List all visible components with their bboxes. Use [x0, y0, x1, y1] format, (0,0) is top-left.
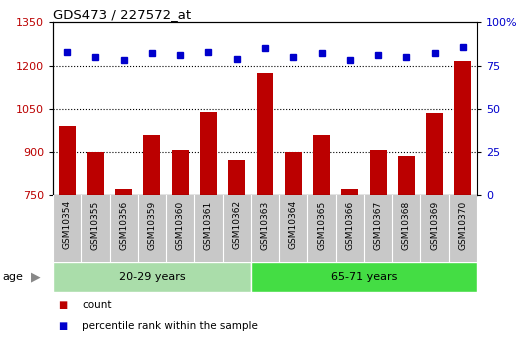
- Text: GSM10354: GSM10354: [63, 200, 72, 249]
- Text: GSM10356: GSM10356: [119, 200, 128, 249]
- Text: GSM10370: GSM10370: [458, 200, 467, 249]
- Text: GSM10366: GSM10366: [346, 200, 354, 249]
- Bar: [369, 150, 386, 195]
- Text: GSM10369: GSM10369: [430, 200, 439, 249]
- Bar: [454, 61, 471, 195]
- Text: ▶: ▶: [31, 270, 40, 283]
- Text: GSM10368: GSM10368: [402, 200, 411, 249]
- Text: GSM10363: GSM10363: [261, 200, 269, 249]
- Bar: [59, 126, 76, 195]
- Bar: [200, 111, 217, 195]
- Bar: [285, 152, 302, 195]
- Bar: [426, 113, 443, 195]
- Text: percentile rank within the sample: percentile rank within the sample: [82, 321, 258, 331]
- Bar: [313, 135, 330, 195]
- Text: 20-29 years: 20-29 years: [119, 272, 186, 282]
- Bar: [115, 189, 132, 195]
- Bar: [398, 156, 415, 195]
- Text: GSM10359: GSM10359: [147, 200, 156, 249]
- Text: GSM10367: GSM10367: [374, 200, 383, 249]
- Text: GSM10360: GSM10360: [176, 200, 184, 249]
- Bar: [251, 262, 477, 292]
- Text: GDS473 / 227572_at: GDS473 / 227572_at: [53, 8, 191, 21]
- Bar: [257, 73, 273, 195]
- Bar: [144, 135, 161, 195]
- Bar: [172, 150, 189, 195]
- Text: GSM10362: GSM10362: [232, 200, 241, 249]
- Text: GSM10364: GSM10364: [289, 200, 298, 249]
- Bar: [228, 160, 245, 195]
- Text: GSM10355: GSM10355: [91, 200, 100, 249]
- Text: GSM10365: GSM10365: [317, 200, 326, 249]
- Text: count: count: [82, 300, 112, 310]
- Text: age: age: [3, 272, 23, 282]
- Bar: [87, 152, 104, 195]
- Text: GSM10361: GSM10361: [204, 200, 213, 249]
- Text: 65-71 years: 65-71 years: [331, 272, 397, 282]
- Bar: [53, 262, 251, 292]
- Text: ■: ■: [58, 321, 67, 331]
- Bar: [341, 189, 358, 195]
- Text: ■: ■: [58, 300, 67, 310]
